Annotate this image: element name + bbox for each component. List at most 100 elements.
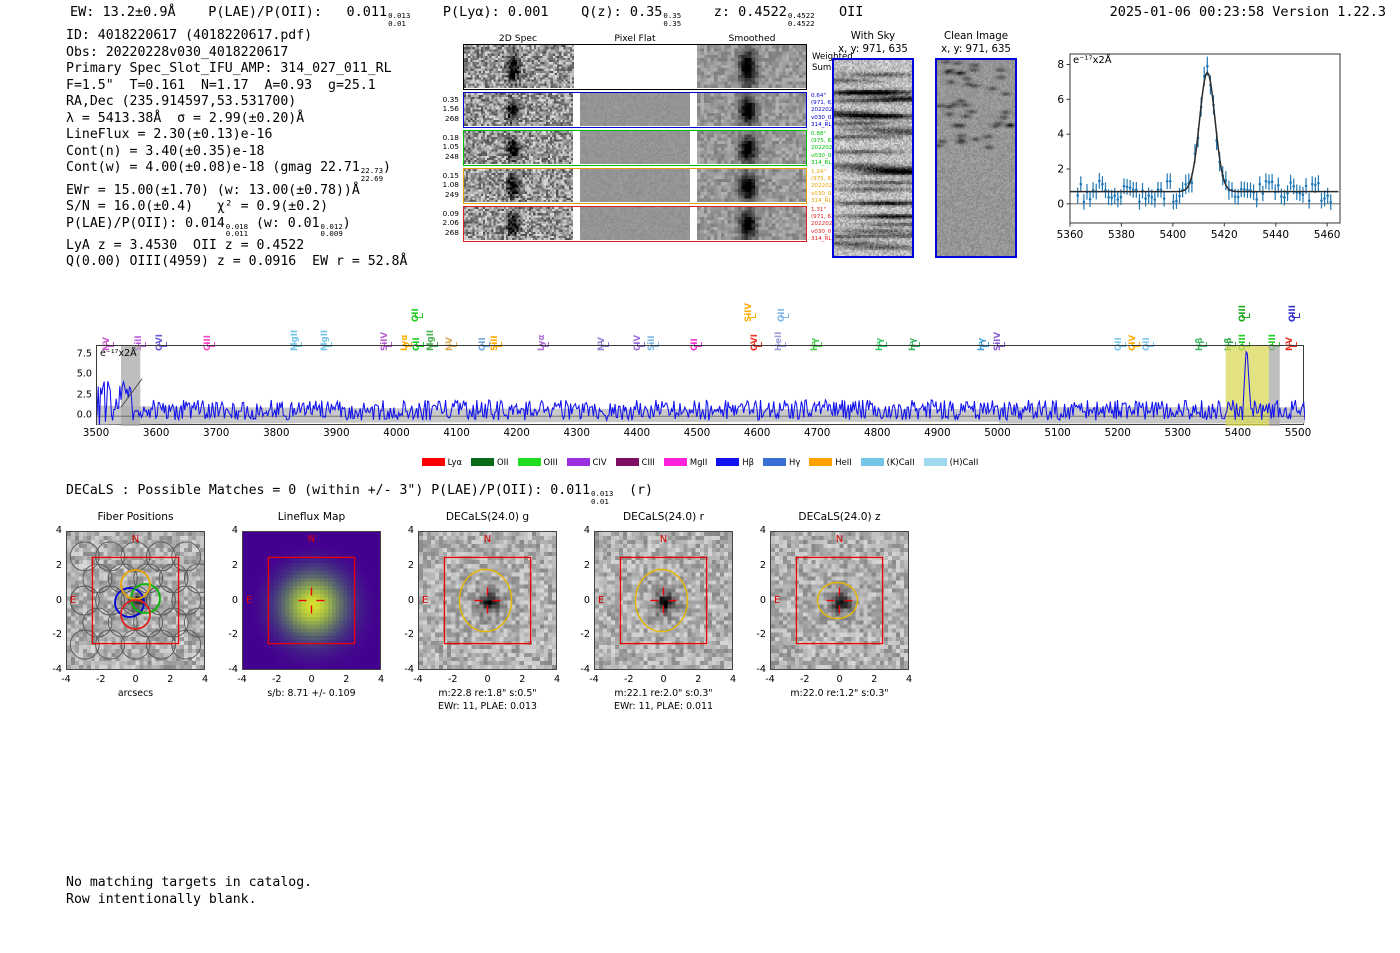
spec2d-row — [463, 206, 807, 242]
with-sky-coords: x, y: 971, 635 — [838, 44, 908, 55]
decals-z-xtick: 2 — [871, 674, 878, 685]
spectrum-line-bracket — [159, 342, 168, 347]
fiber-metric: 1.56 — [442, 104, 459, 114]
fiber-annotation-line: 20220228 — [811, 145, 840, 152]
spectrum-line-bracket — [636, 342, 645, 347]
fiber-positions-image[interactable] — [66, 531, 205, 670]
lineflux-map-compass-n: N — [307, 534, 316, 545]
decals-g-ytick: 0 — [407, 594, 414, 606]
legend-label: Lyα — [447, 457, 462, 467]
lineflux-map-image[interactable] — [242, 531, 381, 670]
spec2d-image — [464, 45, 574, 88]
legend-label: OIII — [543, 457, 558, 467]
linefit-xtick: 5380 — [1108, 229, 1135, 241]
gaussian-fit-curve — [1070, 70, 1339, 193]
fiber-annotation-line: 1.24" — [811, 169, 827, 175]
fiber-annotation-line: v030_01 — [811, 228, 835, 235]
spacer — [690, 93, 697, 127]
decals-z-xtick: 4 — [905, 674, 913, 685]
spectrum-xtick: 3800 — [263, 427, 290, 439]
legend-item: Lyα — [421, 457, 462, 467]
footer-note: No matching targets in catalog. Row inte… — [66, 875, 312, 908]
fiber-positions-xtick: 0 — [132, 674, 139, 685]
spec2d-col-title-0: 2D Spec — [498, 33, 538, 44]
spectrum-xtick: 4900 — [924, 427, 951, 439]
spectrum-line-bracket — [294, 342, 303, 347]
spectrum-plot-area: e⁻¹⁷x2Å — [96, 345, 1305, 426]
info-cont-w-pre: Cont(w) = 4.00(±0.08)e-18 (gmag 22.71 — [66, 160, 360, 176]
spectrum-xtick: 4400 — [623, 427, 651, 439]
decals-r-ytick: -4 — [580, 664, 590, 675]
decals-z-compass-n: N — [835, 534, 844, 545]
info-lineflux: LineFlux = 2.30(±0.13)e-16 — [66, 127, 273, 143]
spectrum-xtick: 4000 — [383, 427, 410, 439]
lineflux-map-ytick: -2 — [228, 629, 238, 641]
decals-z-caption-1: m:22.0 re:1.2" s:0.3" — [790, 688, 889, 699]
fiber-positions-ytick: 0 — [55, 594, 62, 606]
spectrum-ytick: 7.5 — [76, 348, 92, 360]
decals-r-image[interactable] — [594, 531, 733, 670]
decals-g-xtick: 4 — [553, 674, 561, 685]
legend-item: MgII — [663, 457, 707, 467]
spectrum-line-bracket — [138, 342, 147, 347]
spectrum-xtick: 5000 — [984, 427, 1011, 439]
header-ew: EW: 13.2±0.9Å — [70, 4, 176, 20]
info-sn: S/N = 16.0(±0.4) χ² = 0.9(±0.2) — [66, 199, 329, 215]
fiber-left-labels: 0.35 1.56 268 — [423, 95, 459, 123]
spectrum-xtick: 4300 — [563, 427, 591, 439]
info-cont-w-hi: 22.73 — [360, 166, 384, 176]
linefit-xtick: 5440 — [1262, 229, 1289, 241]
spectrum-ytick: 0.0 — [76, 409, 92, 421]
legend-swatch — [716, 458, 740, 466]
decals-g-title: DECaLS(24.0) g — [445, 511, 530, 523]
decals-z-xtick: 0 — [836, 674, 843, 685]
fiber-metric: 1.05 — [442, 142, 459, 152]
legend-label: OII — [496, 457, 509, 467]
decals-header-hi: 0.013 — [591, 489, 614, 498]
lineflux-map-title: Lineflux Map — [277, 511, 346, 523]
lineflux-map-ytick: 2 — [231, 559, 238, 571]
decals-g-image[interactable] — [418, 531, 557, 670]
spectrum-xtick: 3700 — [202, 427, 230, 439]
info-plae-pre: P(LAE)/P(OII): 0.014 — [66, 215, 225, 231]
spec2d-row — [463, 92, 807, 128]
decals-r-xtick: 4 — [729, 674, 737, 685]
legend-item: (K)CaII — [860, 457, 915, 467]
linefit-xtick: 5420 — [1211, 229, 1238, 241]
decals-z-ytick: 4 — [759, 525, 766, 536]
fiber-positions-compass-n: N — [131, 534, 140, 545]
spectrum-xtick: 4800 — [864, 427, 891, 439]
legend-swatch — [470, 458, 494, 466]
decals-r-xtick: -4 — [589, 674, 599, 685]
with-sky-image — [832, 58, 914, 258]
decals-r-ytick: 2 — [583, 559, 590, 571]
decals-r-title: DECaLS(24.0) r — [623, 511, 704, 523]
info-primary-spec: Primary Spec_Slot_IFU_AMP: 314_027_011_R… — [66, 61, 392, 77]
spectrum-line-bracket — [207, 342, 216, 347]
fiber-metric: 0.09 — [442, 209, 459, 218]
spectrum-line-bracket — [600, 342, 609, 347]
linefit-ytick: 4 — [1057, 129, 1064, 141]
fiber-metric: 249 — [444, 189, 459, 199]
header-summary: EW: 13.2±0.9Å P(LAE)/P(OII): 0.011 0.013 0… — [70, 4, 863, 27]
info-plae-hi: 0.018 — [225, 221, 249, 231]
spectrum-xtick: 4100 — [443, 427, 470, 439]
spacer — [573, 93, 580, 127]
fiber-annotation-line: 1.31" — [811, 207, 827, 213]
legend-item: Hγ — [763, 457, 800, 467]
decals-r-xtick: -2 — [623, 674, 634, 685]
decals-z-ytick: -4 — [756, 664, 766, 675]
pixel-flat-image — [580, 131, 690, 164]
decals-g-xtick: -4 — [413, 674, 423, 685]
lineflux-map-xtick: 4 — [377, 674, 385, 685]
fiber-metric: 268 — [444, 113, 459, 123]
spacer — [573, 169, 580, 203]
decals-z-image[interactable] — [770, 531, 909, 670]
header-timestamp: 2025-01-06 00:23:58 Version 1.22.3 — [1109, 4, 1386, 20]
source-info-block: ID: 4018220617 (4018220617.pdf) Obs: 202… — [66, 28, 407, 271]
spectrum-svg: e⁻¹⁷x2Å — [97, 346, 1305, 426]
linefit-xtick: 5400 — [1159, 229, 1186, 241]
fiber-annotation-line: (971, 635) — [811, 214, 841, 221]
fiber-positions-xtick: 4 — [201, 674, 209, 685]
spectrum-line-bracket — [448, 342, 457, 347]
